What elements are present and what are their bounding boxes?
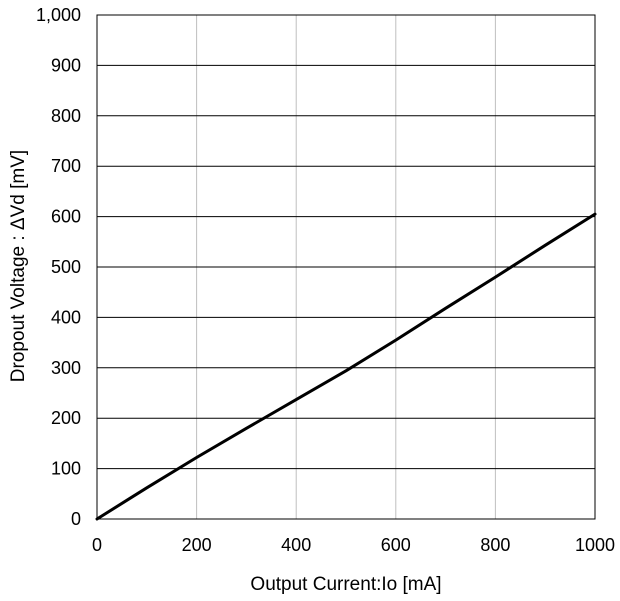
y-tick-label: 0	[71, 509, 81, 529]
y-tick-label: 800	[51, 106, 81, 126]
plot-area-border	[96, 14, 596, 520]
y-tick-label: 200	[51, 408, 81, 428]
grid-layer	[96, 14, 596, 520]
x-tick-label: 600	[381, 535, 411, 555]
series-layer	[95, 212, 597, 521]
x-axis-tick-labels: 0 200 400 600 800 1000	[92, 535, 615, 555]
y-axis-title: Dropout Voltage : ΔVd [mV]	[8, 150, 29, 382]
y-tick-label: 300	[51, 358, 81, 378]
y-tick-label: 400	[51, 307, 81, 327]
x-tick-label: 400	[281, 535, 311, 555]
x-tick-label: 1000	[575, 535, 615, 555]
y-tick-label: 700	[51, 156, 81, 176]
series-line	[95, 212, 597, 521]
y-axis-tick-labels: 0 100 200 300 400 500 600 700 800 900 1,000	[36, 5, 81, 529]
x-tick-label: 200	[182, 535, 212, 555]
y-tick-label: 1,000	[36, 5, 81, 25]
y-tick-label: 900	[51, 55, 81, 75]
y-tick-label: 500	[51, 257, 81, 277]
y-tick-label: 100	[51, 459, 81, 479]
x-tick-label: 0	[92, 535, 102, 555]
x-tick-label: 800	[480, 535, 510, 555]
y-tick-label: 600	[51, 207, 81, 227]
x-axis-title: Output Current:Io [mA]	[250, 574, 441, 595]
